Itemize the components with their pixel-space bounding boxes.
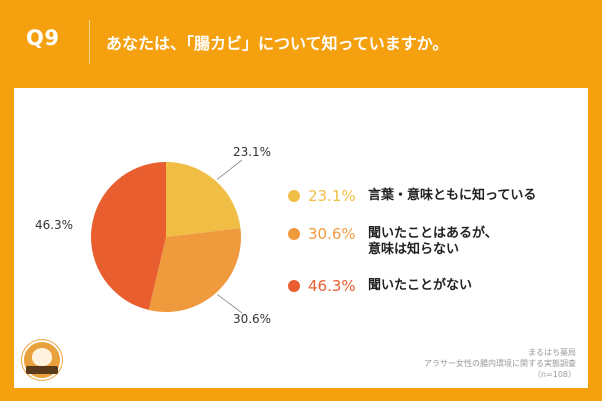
leader-line — [217, 294, 243, 314]
chart-panel: 23.1% 30.6% 46.3% 23.1% 言葉・意味ともに知っている 30.6% 聞… — [14, 88, 588, 388]
source-line-3: （n=108） — [532, 370, 576, 379]
question-text: あなたは、「腸カビ」について知っていますか。 — [106, 34, 449, 53]
logo-band — [26, 366, 58, 374]
header-divider — [89, 20, 90, 64]
pie-chart: 23.1% 30.6% 46.3% — [35, 145, 271, 326]
legend-dot-icon — [288, 280, 300, 292]
legend-percent: 46.3% — [308, 277, 356, 295]
legend-dot-icon — [288, 228, 300, 240]
legend-label: 聞いたことはあるが、 意味は知らない — [368, 226, 498, 257]
legend-item: 46.3% 聞いたことがない — [288, 276, 584, 296]
leader-line — [216, 159, 243, 180]
legend-label: 言葉・意味ともに知っている — [368, 188, 537, 203]
legend-percent: 23.1% — [308, 187, 356, 205]
pie-slice — [166, 162, 241, 237]
legend: 23.1% 言葉・意味ともに知っている 30.6% 聞いたことはあるが、 意味は知らない… — [288, 186, 584, 314]
pie-slice — [91, 162, 166, 310]
slice-label: 46.3% — [35, 218, 73, 232]
legend-label: 聞いたことがない — [368, 278, 473, 293]
slice-label: 23.1% — [233, 145, 271, 159]
question-header: Q9 あなたは、「腸カビ」について知っていますか。 — [0, 0, 602, 80]
logo-face-icon — [32, 348, 52, 366]
slice-label: 30.6% — [233, 312, 271, 326]
legend-item: 30.6% 聞いたことはあるが、 意味は知らない — [288, 224, 584, 258]
source-note: まるはち薬局 アラサー女性の腸内環境に関する実態調査 （n=108） — [424, 347, 576, 380]
pie-slice — [148, 228, 242, 312]
question-number: Q9 — [26, 26, 60, 50]
legend-item: 23.1% 言葉・意味ともに知っている — [288, 186, 584, 206]
legend-dot-icon — [288, 190, 300, 202]
brand-logo — [22, 340, 62, 380]
source-line-2: アラサー女性の腸内環境に関する実態調査 — [424, 359, 576, 368]
source-line-1: まるはち薬局 — [528, 348, 576, 357]
legend-percent: 30.6% — [308, 225, 356, 243]
